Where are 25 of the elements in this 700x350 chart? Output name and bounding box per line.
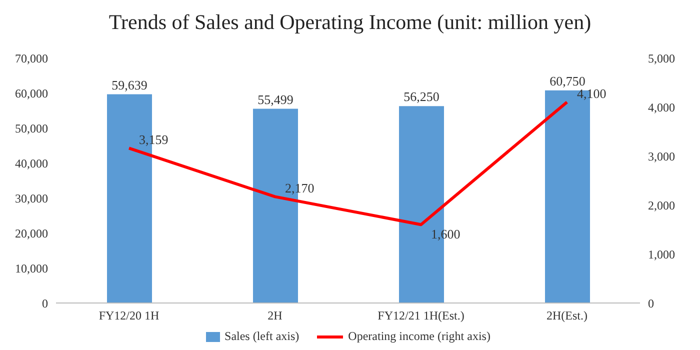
x-tick-label: 2H bbox=[268, 308, 283, 323]
y2-tick-label: 0 bbox=[648, 296, 654, 310]
data-label: 55,499 bbox=[258, 92, 294, 107]
y-tick-label: 70,000 bbox=[15, 51, 48, 66]
data-label: 56,250 bbox=[404, 89, 440, 104]
y2-tick-label: 4,000 bbox=[648, 100, 675, 114]
data-label: 59,639 bbox=[112, 77, 148, 92]
legend-label: Operating income (right axis) bbox=[348, 329, 490, 344]
y-tick-label: 0 bbox=[42, 296, 48, 310]
y-tick-label: 50,000 bbox=[15, 121, 48, 136]
legend-label: Sales (left axis) bbox=[224, 329, 300, 344]
y-tick-label: 10,000 bbox=[15, 261, 48, 276]
y2-tick-label: 5,000 bbox=[648, 51, 675, 66]
x-tick-label: FY12/20 1H bbox=[98, 308, 160, 323]
data-label: 60,750 bbox=[550, 73, 586, 88]
y-tick-label: 20,000 bbox=[15, 226, 48, 240]
chart-title: Trends of Sales and Operating Income (unit: million yen) bbox=[108, 10, 592, 36]
y2-tick-label: 2,000 bbox=[648, 198, 675, 212]
y-tick-label: 60,000 bbox=[15, 86, 48, 100]
x-tick-label: 2H(Est.) bbox=[546, 308, 588, 323]
y-tick-label: 40,000 bbox=[15, 156, 48, 170]
y2-tick-label: 3,000 bbox=[648, 149, 675, 164]
y-tick-label: 30,000 bbox=[15, 191, 48, 206]
x-tick-label: FY12/21 1H(Est.) bbox=[378, 308, 464, 323]
y2-tick-label: 1,000 bbox=[648, 247, 675, 262]
